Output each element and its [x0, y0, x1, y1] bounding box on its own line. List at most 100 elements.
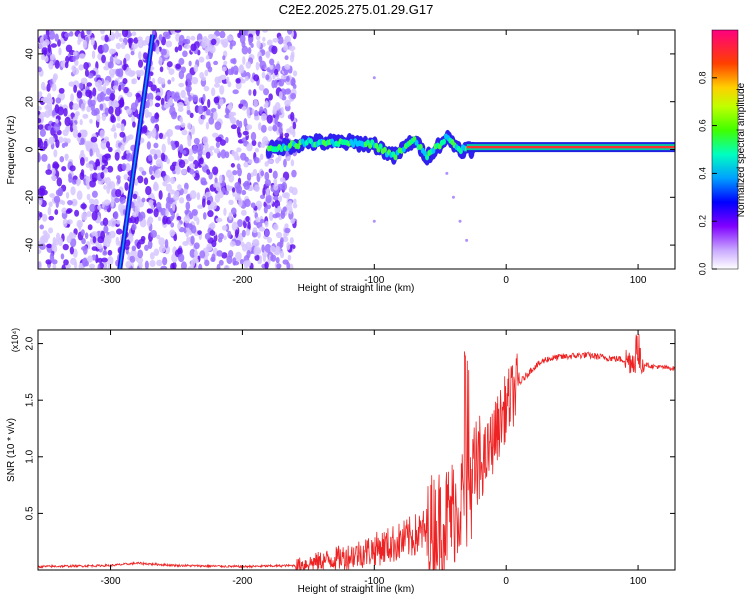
- signal-core: [393, 154, 398, 161]
- noise-cell: [52, 236, 57, 245]
- noise-cell: [205, 55, 210, 60]
- noise-cell: [125, 162, 131, 172]
- noise-cell: [55, 97, 62, 104]
- noise-cell: [185, 72, 193, 83]
- noise-cell: [49, 60, 54, 66]
- sparse-cell: [451, 195, 455, 199]
- noise-cell: [290, 78, 296, 86]
- spectrogram-heatmap: [38, 30, 675, 269]
- noise-cell: [169, 215, 174, 222]
- noise-cell: [96, 113, 101, 123]
- noise-cell: [153, 142, 159, 149]
- noise-cell: [182, 50, 188, 58]
- noise-cell: [89, 203, 96, 213]
- noise-cell: [245, 228, 251, 236]
- noise-cell: [54, 209, 59, 216]
- noise-cell: [44, 55, 49, 63]
- colorbar-label: Normalized spectral amplitude: [736, 82, 747, 217]
- y-multiplier-label: (x10⁴): [10, 328, 20, 352]
- noise-cell: [89, 163, 94, 172]
- noise-cell: [189, 163, 196, 169]
- noise-cell: [39, 128, 46, 137]
- noise-cell: [132, 193, 138, 200]
- noise-cell: [104, 34, 109, 43]
- noise-cell: [53, 149, 58, 158]
- noise-cell: [177, 101, 184, 109]
- noise-cell: [137, 36, 143, 42]
- colorbar-tick-label: 0.2: [697, 215, 707, 228]
- noise-cell: [258, 226, 266, 232]
- noise-cell: [158, 237, 165, 246]
- noise-cell: [135, 70, 142, 75]
- noise-cell: [85, 162, 91, 168]
- noise-cell: [160, 48, 167, 56]
- noise-cell: [196, 217, 200, 226]
- noise-cell: [225, 136, 229, 144]
- noise-cell: [46, 83, 51, 92]
- noise-cell: [76, 90, 83, 99]
- noise-cell: [237, 132, 242, 138]
- noise-cell: [177, 106, 184, 112]
- noise-cell: [226, 35, 234, 41]
- noise-cell: [125, 260, 132, 269]
- noise-cell: [154, 112, 160, 120]
- noise-cell: [198, 56, 205, 63]
- noise-cell: [103, 65, 110, 71]
- noise-cell: [150, 229, 157, 238]
- noise-cell: [236, 163, 241, 170]
- noise-cell: [170, 189, 175, 195]
- noise-cell: [124, 239, 131, 247]
- noise-cell: [108, 31, 116, 41]
- noise-cell: [206, 169, 211, 175]
- noise-cell: [184, 96, 188, 105]
- noise-cell: [141, 170, 147, 176]
- bottom-x-axis-label: Height of straight line (km): [298, 584, 415, 595]
- noise-cell: [264, 171, 270, 181]
- noise-cell: [186, 110, 191, 116]
- bottom-y-tick-label: 1.5: [25, 393, 36, 407]
- noise-cell: [274, 79, 278, 89]
- noise-cell: [102, 250, 108, 256]
- noise-cell: [141, 197, 146, 203]
- noise-cell: [240, 241, 245, 247]
- noise-cell: [218, 98, 224, 107]
- noise-cell: [179, 116, 184, 123]
- noise-cell: [167, 79, 172, 85]
- noise-cell: [233, 151, 239, 161]
- stable-band-core: [466, 145, 675, 149]
- noise-cell: [215, 136, 222, 143]
- noise-cell: [201, 115, 206, 120]
- noise-cell: [96, 79, 103, 87]
- noise-cell: [145, 185, 152, 196]
- noise-cell: [50, 167, 56, 176]
- noise-cell: [190, 235, 195, 245]
- noise-cell: [286, 242, 291, 251]
- noise-cell: [71, 179, 78, 185]
- noise-cell: [61, 264, 66, 269]
- noise-cell: [224, 190, 229, 196]
- noise-cell: [260, 218, 265, 224]
- noise-cell: [188, 223, 193, 231]
- noise-cell: [77, 132, 82, 138]
- noise-cell: [88, 198, 95, 205]
- noise-cell: [167, 192, 171, 202]
- noise-cell: [290, 218, 296, 224]
- noise-cell: [227, 230, 232, 239]
- noise-cell: [79, 53, 86, 59]
- noise-cell: [284, 99, 291, 107]
- noise-cell: [192, 144, 198, 155]
- noise-cell: [158, 56, 163, 67]
- noise-cell: [48, 136, 56, 144]
- noise-cell: [219, 30, 226, 39]
- noise-cell: [115, 219, 121, 225]
- noise-cell: [160, 265, 168, 269]
- noise-cell: [234, 182, 241, 190]
- noise-cell: [272, 37, 279, 43]
- noise-cell: [254, 184, 260, 192]
- noise-cell: [110, 72, 115, 78]
- noise-cell: [54, 59, 60, 69]
- noise-cell: [220, 149, 227, 159]
- noise-cell: [188, 94, 193, 102]
- bottom-x-tick-label: 100: [630, 576, 647, 587]
- noise-cell: [169, 164, 176, 172]
